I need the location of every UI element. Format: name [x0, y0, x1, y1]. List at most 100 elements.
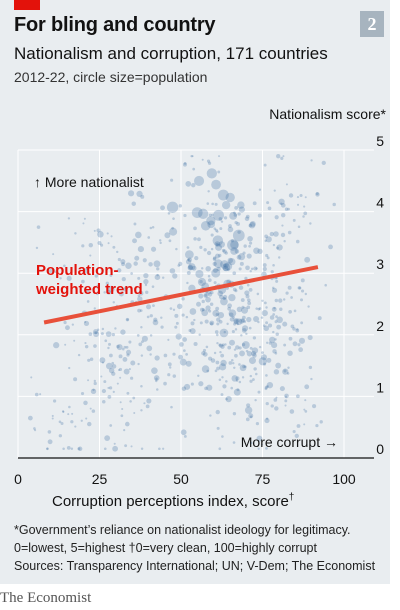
- data-point: [198, 333, 201, 336]
- data-point: [188, 263, 196, 271]
- data-point: [282, 298, 286, 301]
- data-point: [297, 225, 301, 229]
- data-point: [262, 324, 266, 328]
- x-tick-label: 50: [173, 471, 189, 487]
- data-point: [243, 244, 247, 248]
- data-point: [328, 244, 333, 250]
- data-point: [232, 316, 235, 319]
- data-point: [207, 274, 211, 278]
- chart-subtitle: Nationalism and corruption, 171 countrie…: [14, 44, 328, 63]
- data-point: [225, 397, 228, 401]
- data-point: [101, 327, 105, 331]
- data-point: [191, 183, 196, 188]
- data-point: [123, 345, 127, 349]
- data-point: [255, 307, 258, 310]
- data-point: [185, 250, 194, 259]
- data-point: [296, 328, 299, 331]
- data-point: [278, 198, 285, 205]
- data-point: [210, 358, 216, 363]
- data-point: [164, 232, 171, 239]
- y-tick-label: 2: [376, 318, 384, 334]
- data-point: [132, 238, 137, 244]
- data-point: [267, 206, 272, 211]
- y-axis-title: Nationalism score*: [269, 106, 386, 122]
- data-point: [221, 343, 225, 347]
- data-point: [287, 285, 292, 290]
- data-point: [93, 329, 99, 335]
- data-point: [89, 357, 94, 361]
- data-point: [60, 421, 64, 425]
- data-point: [205, 296, 211, 303]
- data-point: [178, 261, 183, 266]
- data-point: [167, 373, 171, 377]
- data-point: [241, 325, 249, 332]
- data-point: [282, 155, 285, 158]
- data-point: [170, 178, 174, 182]
- data-point: [211, 202, 214, 206]
- data-point: [87, 358, 91, 362]
- data-point: [140, 409, 143, 412]
- data-point: [125, 262, 132, 270]
- data-point: [143, 272, 149, 279]
- data-point: [93, 344, 97, 348]
- data-point: [275, 277, 278, 280]
- data-point: [117, 268, 122, 273]
- data-point: [107, 395, 112, 399]
- data-point: [84, 341, 87, 345]
- data-point: [290, 324, 295, 329]
- data-point: [218, 253, 222, 258]
- data-point: [285, 291, 289, 295]
- data-point: [217, 170, 221, 174]
- data-point: [265, 417, 269, 420]
- data-point: [233, 388, 241, 396]
- data-point: [282, 321, 288, 327]
- data-point: [140, 384, 143, 388]
- data-point: [81, 279, 85, 284]
- data-point: [249, 374, 253, 378]
- data-point: [229, 211, 238, 220]
- data-point: [67, 413, 70, 416]
- data-point: [140, 354, 144, 357]
- data-point: [34, 429, 37, 432]
- data-point: [127, 190, 135, 197]
- data-point: [296, 203, 300, 206]
- data-point: [218, 241, 226, 248]
- data-point: [228, 361, 233, 365]
- data-point: [243, 320, 247, 323]
- data-point: [248, 287, 253, 292]
- data-point: [315, 192, 319, 196]
- trend-label-line2: weighted trend: [35, 281, 143, 298]
- data-point: [247, 235, 253, 242]
- data-point: [280, 202, 283, 205]
- data-point: [280, 156, 284, 160]
- data-point: [230, 386, 234, 390]
- data-point: [224, 343, 227, 346]
- data-point: [234, 328, 238, 331]
- data-point: [308, 365, 313, 370]
- data-point: [100, 243, 104, 247]
- data-point: [113, 442, 116, 445]
- data-point: [70, 447, 74, 450]
- data-point: [112, 445, 118, 452]
- data-point: [174, 313, 179, 318]
- data-point: [94, 331, 97, 335]
- data-point: [207, 190, 210, 193]
- data-point: [101, 361, 105, 364]
- data-point: [227, 257, 234, 264]
- data-point: [58, 420, 62, 424]
- data-point: [149, 334, 153, 337]
- data-point: [126, 318, 129, 321]
- data-point: [107, 242, 110, 245]
- data-point: [179, 342, 184, 347]
- data-point: [183, 162, 187, 165]
- data-point: [212, 256, 217, 260]
- data-point: [150, 246, 157, 252]
- data-point: [58, 434, 63, 438]
- data-point: [77, 353, 81, 357]
- data-point: [87, 421, 92, 427]
- data-point: [141, 340, 144, 344]
- data-point: [274, 320, 278, 324]
- data-point: [125, 345, 129, 349]
- data-point: [294, 433, 299, 439]
